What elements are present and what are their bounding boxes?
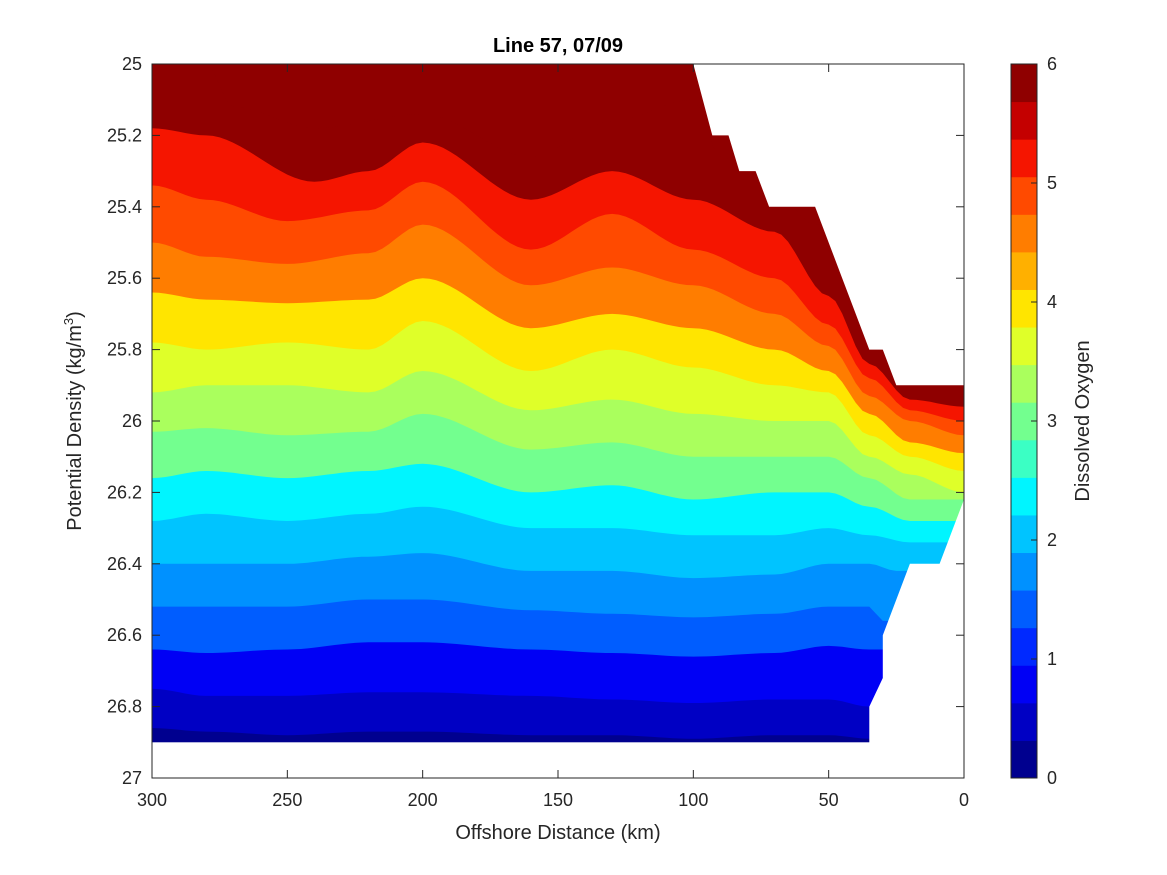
colorbar-segment: [1011, 364, 1037, 403]
y-tick-label: 25.8: [107, 340, 142, 360]
x-axis-label: Offshore Distance (km): [455, 822, 660, 844]
x-tick-label: 0: [959, 790, 969, 810]
colorbar-tick-label: 4: [1047, 292, 1057, 312]
y-tick-label: 25.2: [107, 125, 142, 145]
y-tick-label: 25: [122, 54, 142, 74]
colorbar-tick-label: 6: [1047, 54, 1057, 74]
colorbar-tick-label: 0: [1047, 768, 1057, 788]
colorbar-segment: [1011, 702, 1037, 741]
y-tick-label: 26: [122, 411, 142, 431]
colorbar-segment: [1011, 590, 1037, 629]
colorbar-segment: [1011, 665, 1037, 704]
y-tick-label: 26.4: [107, 554, 142, 574]
colorbar-segment: [1011, 64, 1037, 103]
x-axis: 300 250 200 150 100 50 0: [137, 64, 969, 810]
x-tick-label: 200: [408, 790, 438, 810]
colorbar-label: Dissolved Oxygen: [1072, 340, 1094, 501]
x-tick-label: 100: [678, 790, 708, 810]
colorbar-tick-label: 1: [1047, 649, 1057, 669]
mask-top-right: [693, 64, 964, 386]
colorbar-segment: [1011, 552, 1037, 591]
x-tick-label: 300: [137, 790, 167, 810]
y-tick-label: 25.6: [107, 268, 142, 288]
colorbar: [1010, 63, 1038, 779]
x-tick-label: 250: [272, 790, 302, 810]
y-axis-label: Potential Density (kg/m3): [61, 311, 86, 531]
colorbar-segment: [1011, 327, 1037, 366]
colorbar-segment: [1011, 139, 1037, 178]
x-tick-label: 150: [543, 790, 573, 810]
colorbar-segment: [1011, 514, 1037, 554]
colorbar-tick-label: 2: [1047, 530, 1057, 550]
colorbar-segment: [1011, 477, 1037, 516]
y-tick-label: 25.4: [107, 197, 142, 217]
colorbar-segment: [1011, 740, 1037, 779]
colorbar-segment: [1011, 439, 1037, 478]
x-tick-label: 50: [819, 790, 839, 810]
contour-layer: [152, 64, 964, 778]
colorbar-segment: [1011, 251, 1037, 290]
colorbar-segment: [1011, 289, 1037, 328]
colorbar-tick-label: 3: [1047, 411, 1057, 431]
colorbar-segment: [1011, 101, 1037, 140]
y-tick-label: 26.2: [107, 482, 142, 502]
colorbar-segment: [1011, 627, 1037, 666]
y-tick-label: 27: [122, 768, 142, 788]
colorbar-tick-label: 5: [1047, 173, 1057, 193]
colorbar-segment: [1011, 176, 1037, 215]
y-tick-label: 26.6: [107, 625, 142, 645]
chart-title: Line 57, 07/09: [493, 35, 623, 57]
mask-bottom-right: [869, 499, 964, 778]
colorbar-axis: 0 1 2 3 4 5 6: [1031, 54, 1057, 788]
colorbar-segment: [1011, 214, 1037, 253]
y-axis: 25 25.2 25.4 25.6 25.8 26 26.2 26.4 26.6 26.8 27: [107, 54, 964, 788]
y-tick-label: 26.8: [107, 697, 142, 717]
